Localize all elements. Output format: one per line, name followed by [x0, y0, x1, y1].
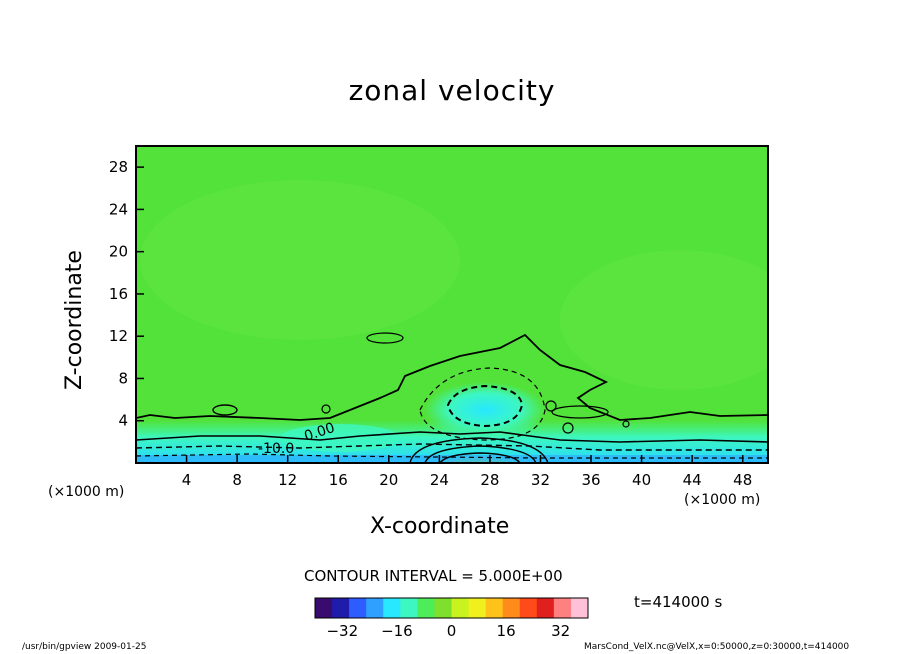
colorbar-frame [314, 597, 589, 619]
colorbar-tick-label: 16 [497, 622, 516, 640]
y-tick-label: 8 [118, 369, 128, 387]
colorbar-swatch [553, 598, 572, 618]
x-tick-label: 40 [632, 471, 651, 489]
lighter-patch-upper [140, 180, 460, 340]
footer-data-source: MarsCond_VelX.nc@VelX,x=0:50000,z=0:3000… [584, 642, 850, 652]
contour-blob-right [551, 405, 609, 419]
colorbar-swatch [468, 598, 487, 618]
y-tick-label: 20 [109, 243, 128, 261]
x-tick-label: 20 [379, 471, 398, 489]
colorbar-swatch [502, 598, 521, 618]
x-axis-ticks: 4 8 12 16 20 24 28 32 36 40 44 48 [182, 455, 752, 489]
contour-blob-upper [366, 332, 404, 344]
contour-blob-small-4 [622, 420, 630, 428]
colorbar-tick-label: 0 [447, 622, 457, 640]
y-axis-ticks: 4 8 12 16 20 24 28 [109, 158, 144, 430]
x-tick-label: 32 [531, 471, 550, 489]
colorbar-swatch [519, 598, 538, 618]
y-tick-label: 12 [109, 327, 128, 345]
x-tick-label: 36 [581, 471, 600, 489]
colorbar-tick-label: 32 [551, 622, 570, 640]
contour-lines [136, 332, 768, 463]
colorbar-swatch [400, 598, 418, 618]
footer-program-date: /usr/bin/gpview 2009-01-25 [22, 642, 147, 652]
x-axis-unit-right: (×1000 m) [684, 492, 761, 508]
colorbar-swatch [383, 598, 401, 618]
x-tick-label: 4 [182, 471, 192, 489]
colorbar-swatch [536, 598, 555, 618]
y-tick-label: 16 [109, 285, 128, 303]
lighter-patch-right [560, 250, 768, 390]
contour-jet-1 [409, 437, 549, 463]
contour-interval-label: CONTOUR INTERVAL = 5.000E+00 [304, 567, 563, 585]
contour-easterly-core [446, 384, 524, 428]
contour-label-minus10: -10.0 [258, 441, 294, 457]
plot-frame [135, 145, 769, 464]
contour-blob-left [212, 404, 238, 416]
colorbar: −32 −16 0 16 32 [314, 597, 589, 640]
y-tick-label: 4 [118, 412, 128, 430]
colorbar-swatch [451, 598, 470, 618]
colorbar-swatch [570, 598, 589, 618]
x-tick-label: 28 [480, 471, 499, 489]
x-tick-label: 44 [683, 471, 702, 489]
colorbar-swatch [434, 598, 452, 618]
colorbar-tick-label: −16 [381, 622, 413, 640]
contour-dash-2 [136, 453, 768, 459]
colorbar-swatch [366, 598, 384, 618]
contour-jet-2 [424, 445, 537, 463]
contour-surface-upper [136, 431, 768, 443]
time-label: t=414000 s [634, 593, 723, 611]
surface-blue-strip [136, 455, 768, 463]
x-tick-label: 24 [430, 471, 449, 489]
y-tick-label: 28 [109, 158, 128, 176]
x-tick-label: 16 [329, 471, 348, 489]
colorbar-tick-label: −32 [326, 622, 358, 640]
colorbar-swatch [332, 598, 350, 618]
contour-easterly-outer [419, 367, 546, 441]
x-axis-label: X-coordinate [370, 514, 510, 539]
colorbar-swatch [417, 598, 435, 618]
colorbar-swatch [315, 598, 333, 618]
x-tick-label: 8 [232, 471, 242, 489]
contour-jet-3 [439, 452, 521, 463]
contour-blob-small-3 [562, 422, 574, 434]
zero-contour-main [136, 333, 768, 421]
x-axis-unit-left: (×1000 m) [48, 484, 125, 500]
y-axis-label: Z-coordinate [62, 250, 87, 390]
colorbar-swatch [485, 598, 504, 618]
contour-dash-1 [136, 443, 768, 451]
colorbar-swatch [349, 598, 367, 618]
y-tick-label: 24 [109, 200, 128, 218]
contour-blob-small-2 [545, 400, 557, 412]
chart-title: zonal velocity [348, 74, 556, 107]
x-tick-label: 12 [278, 471, 297, 489]
x-tick-label: 48 [733, 471, 752, 489]
contour-blob-small-1 [321, 404, 331, 414]
